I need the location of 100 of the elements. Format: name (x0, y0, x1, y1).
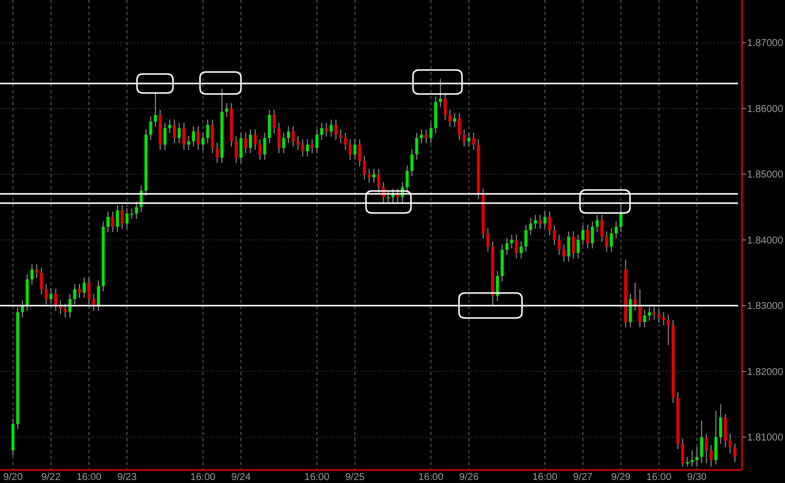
candlestick (695, 446, 698, 468)
candlestick (324, 122, 328, 138)
x-tick-label: 16:00 (646, 472, 672, 483)
candlestick (520, 240, 523, 259)
y-tick-label: 1.87000 (747, 38, 784, 50)
candlestick (681, 438, 684, 468)
candlestick (596, 214, 599, 233)
candlestick (310, 138, 314, 154)
candlestick (572, 230, 575, 259)
candlestick (666, 314, 670, 346)
x-tick-label: 9/26 (459, 472, 480, 483)
candlestick (182, 122, 186, 150)
candlestick (619, 203, 622, 233)
candlestick (496, 270, 499, 302)
candlestick (134, 201, 138, 220)
candlestick (728, 433, 732, 454)
candlestick (590, 221, 594, 249)
candlestick (35, 264, 38, 279)
candlestick (558, 234, 561, 256)
candlestick (348, 138, 352, 160)
candlestick (586, 224, 590, 249)
candlestick (163, 122, 166, 150)
candlestick (567, 230, 570, 262)
y-tick-label: 1.83000 (747, 301, 784, 312)
candlestick (690, 450, 694, 468)
candlestick (638, 288, 642, 328)
candlestick (234, 136, 238, 164)
candlestick (372, 168, 376, 184)
candlestick (272, 109, 276, 134)
candlestick (429, 122, 432, 144)
candlestick (82, 276, 86, 298)
candlestick (334, 119, 338, 141)
candlestick (605, 230, 608, 252)
candlestick (415, 132, 418, 160)
candlestick (444, 92, 447, 121)
candlestick (529, 218, 532, 236)
candlestick (87, 276, 90, 305)
candlestick (40, 267, 43, 295)
candlestick (168, 119, 172, 134)
candlestick (49, 288, 52, 305)
candlestick (514, 234, 518, 259)
candlestick (330, 119, 333, 138)
x-tick-label: 16:00 (190, 472, 216, 483)
candlestick (453, 112, 456, 128)
candlestick (458, 112, 461, 141)
candlestick (244, 132, 248, 154)
candlestick (44, 283, 48, 305)
y-tick-label: 1.81000 (747, 432, 784, 444)
candlestick (339, 128, 342, 144)
y-tick-label: 1.82000 (747, 366, 784, 378)
candlestick (406, 165, 409, 194)
candlestick (657, 308, 660, 324)
candlestick (628, 293, 632, 328)
candlestick (362, 155, 366, 180)
candlestick (254, 128, 257, 150)
candlestick (486, 228, 490, 252)
candlestick (196, 126, 200, 150)
candlestick (467, 132, 470, 148)
y-tick-label: 1.84000 (747, 235, 784, 246)
candlestick (643, 310, 646, 328)
candlestick (733, 443, 736, 463)
candlestick (344, 132, 347, 150)
candlestick (154, 92, 157, 128)
candlestick (286, 126, 290, 144)
candlestick (614, 221, 618, 240)
x-tick-label: 9/23 (117, 472, 138, 483)
candlestick (714, 410, 718, 466)
candlestick (149, 116, 152, 141)
candlestick (562, 244, 566, 262)
candlestick (282, 132, 286, 154)
candlestick (216, 142, 219, 164)
candlestick (96, 280, 100, 312)
candlestick (420, 128, 423, 144)
candlestick (505, 237, 508, 256)
candlestick (538, 214, 542, 230)
candlestick (116, 204, 119, 233)
candlestick (353, 138, 356, 160)
candlestick (315, 128, 318, 154)
candlestick (192, 126, 195, 148)
candlestick (225, 102, 228, 118)
candlestick (172, 119, 176, 144)
candlestick (358, 138, 362, 167)
candlestick (178, 122, 181, 144)
x-tick-label: 9/30 (687, 472, 708, 483)
candlestick (472, 132, 476, 150)
candlestick (686, 456, 689, 468)
candlestick (610, 228, 613, 252)
candlestick (524, 224, 528, 252)
candlestick (662, 312, 666, 326)
candlestick (320, 122, 324, 141)
candlestick (73, 283, 76, 305)
candlestick (648, 306, 651, 322)
candlestick (600, 214, 604, 242)
x-tick-label: 9/27 (573, 472, 594, 483)
candlestick (386, 191, 390, 203)
candlestick (120, 204, 124, 230)
candlestick (78, 283, 81, 298)
candlestick (210, 119, 214, 154)
candlestick (306, 138, 309, 157)
candlestick (111, 211, 114, 233)
